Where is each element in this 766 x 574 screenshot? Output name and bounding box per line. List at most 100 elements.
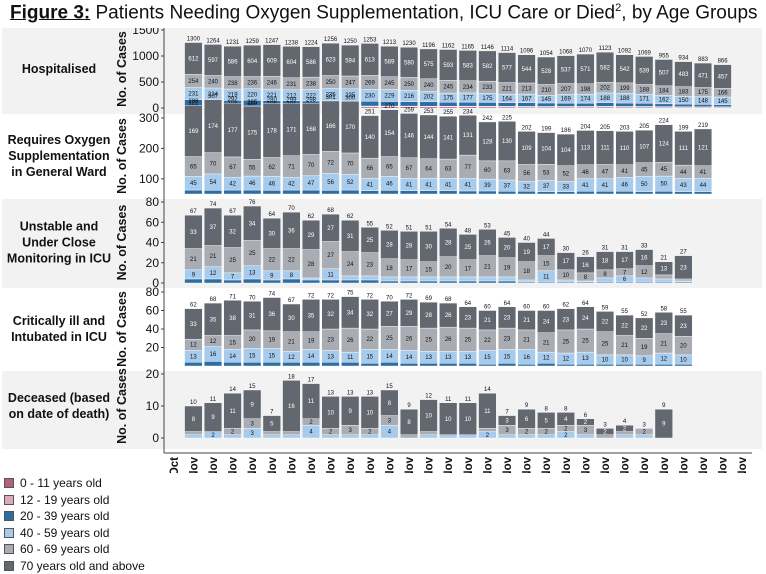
segment-label: 20 bbox=[249, 337, 256, 343]
bar-segment bbox=[301, 299, 321, 332]
bar-total-label: 70 bbox=[288, 206, 295, 212]
bar-segment bbox=[595, 51, 615, 83]
segment-label: 25 bbox=[602, 341, 609, 347]
segment-label: 27 bbox=[327, 253, 334, 259]
bar-segment bbox=[321, 299, 340, 330]
x-tick-label: 21 Nov bbox=[580, 456, 592, 473]
segment-label: 26 bbox=[406, 336, 413, 342]
segment-label: 15 bbox=[229, 340, 236, 346]
bar-segment bbox=[399, 113, 419, 159]
segment-label: 7 bbox=[623, 270, 627, 276]
segment-label: 19 bbox=[641, 345, 648, 351]
bar-segment bbox=[635, 56, 654, 85]
x-tick-label: 05 Nov bbox=[267, 456, 279, 473]
bar-segment bbox=[341, 220, 360, 252]
panel-2: Requires Oxygen Supplementation in General… bbox=[8, 94, 713, 195]
bar-segment bbox=[478, 102, 497, 107]
bar-segment bbox=[595, 277, 615, 283]
bar-segment bbox=[576, 434, 595, 439]
bar-total-label: 44 bbox=[543, 232, 550, 238]
panel-1: Hospitalised No. of Cases 0 500 1000 1500 1300… bbox=[22, 28, 732, 115]
segment-label: 199 bbox=[620, 86, 631, 92]
segment-label: 15 bbox=[249, 353, 256, 359]
segment-label: 25 bbox=[366, 238, 373, 244]
segment-label: 23 bbox=[504, 337, 511, 343]
segment-label: 8 bbox=[290, 273, 294, 279]
bar-total-label: 1250 bbox=[344, 39, 358, 45]
segment-label: 170 bbox=[345, 125, 356, 131]
segment-label: 10 bbox=[464, 417, 471, 423]
segment-label: 593 bbox=[443, 63, 454, 69]
segment-label: 471 bbox=[698, 73, 709, 79]
bar-total-label: 1196 bbox=[422, 43, 436, 49]
bar-segment bbox=[243, 205, 262, 241]
legend-item: 60 - 69 years old bbox=[4, 541, 145, 558]
y-tick-label: 80 bbox=[146, 195, 160, 209]
segment-label: 41 bbox=[602, 183, 609, 189]
segment-label: 19 bbox=[523, 250, 530, 256]
segment-label: 16 bbox=[288, 404, 295, 410]
segment-label: 44 bbox=[680, 170, 687, 176]
bar-total-label: 64 bbox=[268, 212, 275, 218]
segment-label: 9 bbox=[270, 273, 274, 279]
title-suffix: , by Age Groups bbox=[621, 2, 758, 24]
bar-segment bbox=[184, 405, 203, 432]
segment-label: 10 bbox=[602, 358, 609, 364]
bar-segment bbox=[439, 363, 458, 367]
x-tick-label: 20 Nov bbox=[561, 456, 573, 473]
segment-label: 35 bbox=[210, 317, 217, 323]
segment-label: 28 bbox=[445, 241, 452, 247]
bar-segment bbox=[243, 362, 262, 367]
segment-label: 128 bbox=[482, 139, 493, 145]
segment-label: 169 bbox=[188, 129, 199, 135]
segment-label: 21 bbox=[190, 257, 197, 263]
y-tick-label: 10 bbox=[146, 399, 160, 413]
segment-label: 22 bbox=[268, 258, 275, 264]
bar-segment bbox=[615, 434, 634, 439]
bar-segment bbox=[223, 300, 242, 336]
bar-total-label: 45 bbox=[504, 231, 511, 237]
segment-label: 148 bbox=[698, 99, 709, 105]
segment-label: 12 bbox=[190, 343, 197, 349]
bar-total-label: 62 bbox=[347, 214, 354, 220]
segment-label: 21 bbox=[621, 343, 628, 349]
bar-total-label: 270 bbox=[384, 104, 395, 110]
segment-label: 23 bbox=[464, 315, 471, 321]
bar-segment bbox=[497, 280, 517, 284]
segment-label: 46 bbox=[268, 181, 275, 187]
bar-segment bbox=[458, 276, 477, 282]
segment-label: 43 bbox=[680, 183, 687, 189]
chart-title: Figure 3: Patients Needing Oxygen Supple… bbox=[10, 2, 758, 24]
segment-label: 32 bbox=[523, 184, 530, 190]
segment-label: 3 bbox=[584, 428, 588, 434]
segment-label: 25 bbox=[464, 338, 471, 344]
segment-label: 8 bbox=[388, 401, 392, 407]
bar-segment bbox=[478, 229, 497, 256]
bar-segment bbox=[595, 130, 615, 165]
segment-label: 13 bbox=[660, 266, 667, 272]
bar-segment bbox=[203, 207, 223, 246]
bar-segment bbox=[693, 191, 713, 195]
y-axis-label: No. of Cases bbox=[115, 205, 129, 281]
bar-segment bbox=[341, 434, 360, 439]
y-axis-label: No. of Cases bbox=[115, 291, 129, 367]
segment-label: 122 bbox=[188, 101, 199, 107]
bar-total-label: 10 bbox=[190, 400, 197, 406]
segment-label: 130 bbox=[502, 139, 513, 145]
segment-label: 3 bbox=[349, 428, 353, 434]
segment-label: 12 bbox=[543, 356, 550, 362]
panel-label-line: Requires Oxygen bbox=[8, 133, 111, 147]
segment-label: 166 bbox=[326, 124, 337, 130]
segment-label: 235 bbox=[326, 93, 337, 99]
bar-segment bbox=[184, 308, 203, 340]
segment-label: 589 bbox=[384, 59, 395, 65]
segment-label: 171 bbox=[639, 97, 650, 103]
segment-label: 23 bbox=[680, 324, 687, 330]
bar-segment bbox=[262, 297, 281, 332]
segment-label: 54 bbox=[210, 180, 217, 186]
bar-segment bbox=[595, 428, 615, 435]
segment-label: 233 bbox=[482, 85, 493, 91]
bar-total-label: 51 bbox=[425, 225, 432, 231]
x-tick-label: 26 Nov bbox=[678, 456, 690, 473]
bar-segment bbox=[478, 363, 497, 367]
